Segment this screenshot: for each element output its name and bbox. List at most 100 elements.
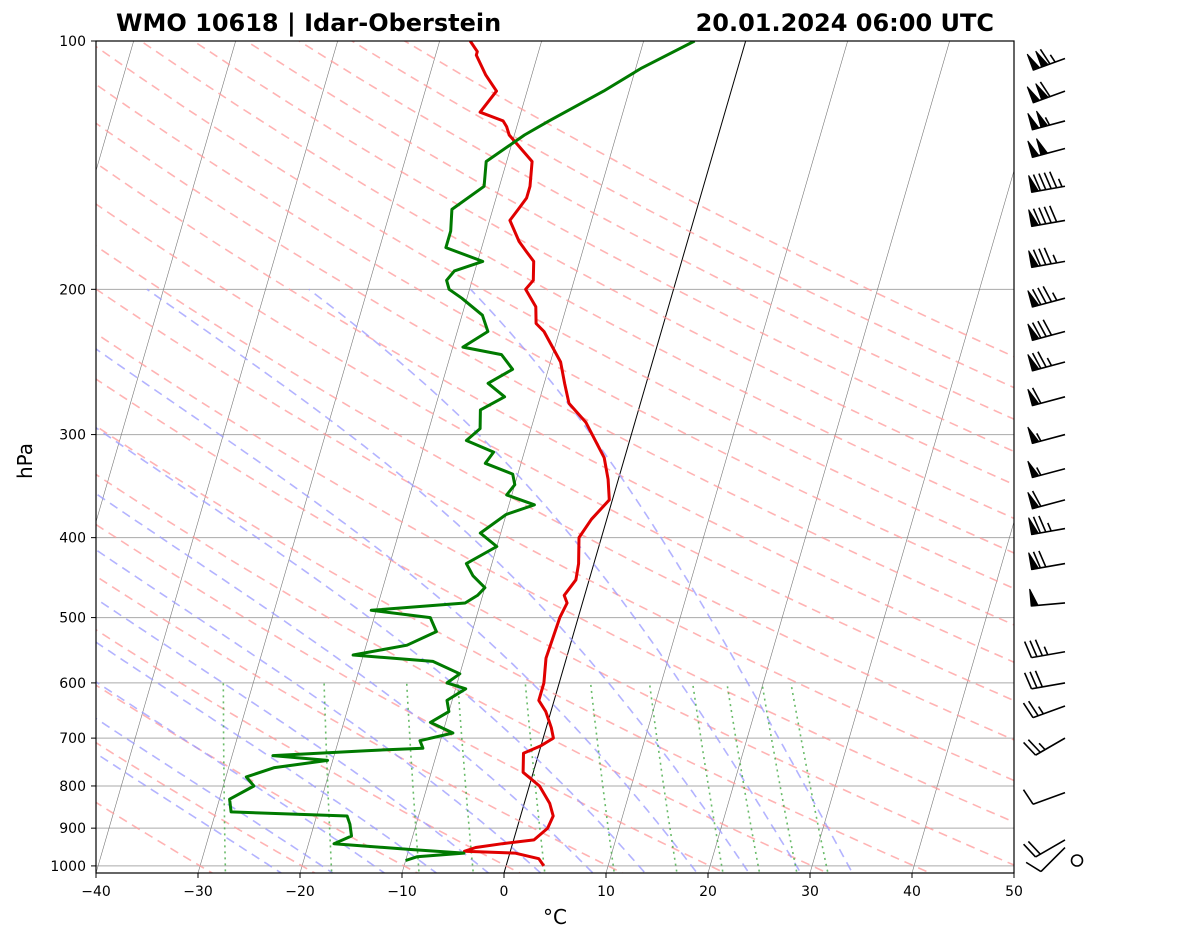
moist-adiabat [96, 426, 647, 873]
wind-barb-full [1038, 207, 1047, 225]
dry-adiabat [96, 684, 419, 873]
wind-barb-full [1038, 248, 1047, 266]
x-axis-label: °C [543, 905, 567, 929]
isotherm-line [707, 41, 950, 873]
dewpoint-profile [228, 41, 696, 862]
wind-barb-staff [1040, 846, 1066, 873]
wind-barb-half [1049, 54, 1056, 63]
wind-barb-full [1049, 171, 1058, 189]
wind-barb-staff [1035, 737, 1066, 756]
wind-barb-full [1023, 641, 1033, 658]
y-tick-label: 800 [59, 779, 86, 795]
wind-barb-full [1025, 861, 1042, 873]
wind-barb-half [1051, 292, 1058, 301]
wind-barb-full [1027, 700, 1039, 717]
wind-barb-flag [1035, 50, 1049, 68]
x-tick-label: 20 [699, 884, 717, 900]
wind-barb-flag [1026, 53, 1041, 71]
wind-barb-staff [1032, 705, 1066, 719]
wind-barb-full [1031, 322, 1042, 339]
wind-barb-full [1023, 843, 1037, 858]
y-tick-label: 400 [59, 531, 86, 547]
wind-barb-full [1037, 351, 1047, 368]
y-tick-label: 700 [59, 731, 86, 747]
y-tick-label: 500 [59, 611, 86, 627]
wind-barb-full [1042, 286, 1053, 303]
wind-barbs [1022, 48, 1084, 873]
y-tick-label: 1000 [50, 859, 86, 875]
x-tick-label: −20 [285, 884, 315, 900]
wind-barb-full [1032, 208, 1042, 226]
wind-barb-flag [1027, 354, 1040, 372]
x-tick-label: 0 [500, 884, 509, 900]
wind-barb-full [1034, 670, 1044, 688]
moist-adiabat [308, 288, 802, 873]
wind-barb-flag [1027, 112, 1040, 131]
wind-barb-full [1027, 840, 1041, 855]
x-tick-label: −30 [183, 884, 213, 900]
wind-barb-full [1032, 551, 1042, 569]
station-title: WMO 10618 | Idar-Oberstein [116, 9, 501, 37]
wind-barb-full [1038, 550, 1047, 568]
wind-barb-full [1043, 172, 1052, 190]
x-axis-ticks: −40 −30 −20 −10 0 10 20 30 40 50 [81, 873, 1023, 900]
wind-barb-full [1032, 516, 1042, 534]
wind-barb-half [1036, 432, 1042, 442]
wind-barb-full [1039, 81, 1051, 97]
y-axis-ticks: 100 200 300 400 500 600 700 800 900 1000 [50, 34, 96, 875]
wind-barb-full [1039, 48, 1051, 65]
y-tick-label: 300 [59, 428, 86, 444]
wind-barb-half [1038, 742, 1046, 751]
wind-barb-half [1052, 254, 1058, 264]
y-tick-label: 900 [59, 821, 86, 837]
x-tick-label: −40 [81, 884, 111, 900]
wind-barb-flag [1027, 290, 1040, 308]
wind-barb-full [1031, 387, 1042, 404]
wind-barb-full [1032, 174, 1042, 191]
isotherm-line [605, 41, 848, 873]
wind-barb-flag [1036, 110, 1049, 129]
isotherm-line [911, 520, 1014, 873]
wind-barb-full [1043, 206, 1052, 224]
wind-barb-flag [1027, 426, 1040, 445]
sounding-traces [228, 41, 696, 867]
plot-frame [95, 40, 1015, 874]
wind-barb-flag [1027, 140, 1040, 158]
moist-adiabat [96, 680, 386, 873]
temperature-profile [462, 41, 611, 867]
wind-barb-flag [1027, 491, 1040, 510]
dry-adiabat [96, 122, 1014, 626]
isotherm-line [96, 41, 134, 172]
wind-barb-half [1044, 117, 1051, 126]
wind-barb-staff [1035, 839, 1066, 858]
wind-barb-flag [1029, 588, 1039, 607]
wind-barb-full [1022, 789, 1034, 805]
isotherm-line [809, 169, 1014, 873]
isotherm-line [299, 41, 542, 873]
x-tick-label: 30 [801, 884, 819, 900]
wind-barb-flag [1035, 83, 1049, 101]
moist-adiabat [96, 548, 542, 873]
wind-barb-full [1031, 352, 1042, 369]
wind-barb-full [1043, 247, 1052, 265]
moist-adiabat [470, 288, 854, 873]
wind-barb-flag [1026, 86, 1041, 104]
y-tick-label: 100 [59, 34, 86, 50]
wind-barb-full [1029, 640, 1038, 657]
wind-barb-half [1047, 522, 1052, 532]
x-tick-label: 40 [903, 884, 921, 900]
wind-barb-full [1027, 739, 1041, 753]
wind-barb-full [1022, 702, 1034, 719]
wind-barb-flag [1028, 209, 1040, 227]
wind-barb-half [1046, 357, 1053, 367]
wind-barb-flag [1027, 460, 1040, 479]
wind-barb-full [1031, 490, 1042, 507]
dry-adiabat [350, 41, 1014, 389]
wind-barb-full [1031, 288, 1042, 306]
moist-adiabat [96, 348, 699, 873]
wind-barb-full [1023, 672, 1033, 690]
wind-barb-half [1057, 178, 1063, 188]
